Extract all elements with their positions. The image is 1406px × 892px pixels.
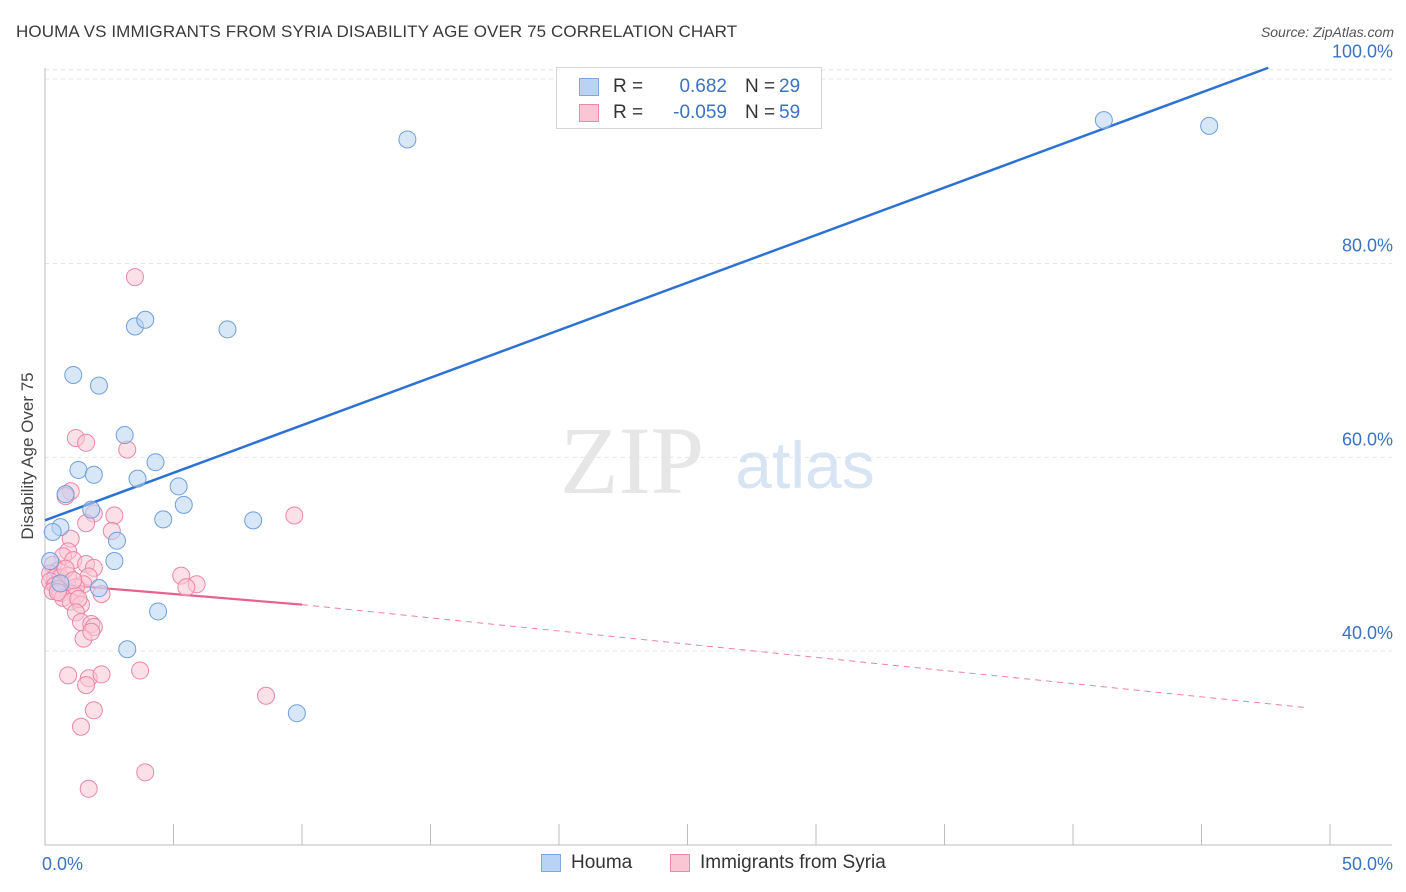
r-value: 0.682 xyxy=(679,76,727,97)
legend-item-houma: Houma xyxy=(541,852,632,874)
legend-swatch-pink xyxy=(579,104,599,122)
point-houma xyxy=(136,310,155,329)
x-tick-label-min: 0.0% xyxy=(42,854,83,874)
point-syria xyxy=(77,676,96,695)
point-houma xyxy=(398,130,417,149)
legend-swatch-syria xyxy=(670,854,690,872)
point-houma xyxy=(115,426,134,445)
point-houma xyxy=(89,376,108,395)
source-credit: Source: ZipAtlas.com xyxy=(1260,24,1394,40)
n-value: 59 xyxy=(779,102,801,123)
point-houma xyxy=(118,640,137,659)
point-houma xyxy=(41,552,60,571)
point-syria xyxy=(177,578,196,597)
point-houma xyxy=(56,485,75,504)
legend-swatch-houma xyxy=(541,854,561,872)
point-syria xyxy=(71,717,90,736)
legend-label-syria: Immigrants from Syria xyxy=(700,852,886,873)
point-syria xyxy=(82,622,101,641)
point-syria xyxy=(257,686,276,705)
r-label: R = xyxy=(613,102,644,123)
point-houma xyxy=(89,579,108,598)
point-houma xyxy=(84,465,103,484)
point-syria xyxy=(79,779,98,798)
point-houma xyxy=(154,510,173,529)
point-houma xyxy=(43,522,62,541)
legend-row-syria: R = -0.059 N = 59 xyxy=(579,100,800,126)
point-houma xyxy=(1094,111,1113,130)
point-houma xyxy=(82,500,101,519)
point-houma xyxy=(128,469,147,488)
series-legend: Houma Immigrants from Syria xyxy=(0,852,1406,878)
point-syria xyxy=(136,763,155,782)
point-houma xyxy=(149,602,168,621)
y-tick-label: 80.0% xyxy=(1342,236,1393,256)
point-houma xyxy=(69,460,88,479)
point-houma xyxy=(174,495,193,514)
trend-lines xyxy=(44,66,1305,708)
y-tick-label: 40.0% xyxy=(1342,623,1393,643)
point-houma xyxy=(1200,116,1219,135)
point-syria xyxy=(105,506,124,525)
point-syria xyxy=(92,665,111,684)
series-immigrants-from-syria xyxy=(41,268,304,798)
point-syria xyxy=(125,268,144,287)
point-houma xyxy=(105,552,124,571)
axis-ticks: 0.0% 50.0% xyxy=(42,824,1393,874)
legend-item-syria: Immigrants from Syria xyxy=(670,852,886,874)
legend-row-houma: R = 0.682 N = 29 xyxy=(579,74,800,100)
grid-lines: 40.0% 60.0% 80.0% 100.0% xyxy=(45,42,1393,652)
r-value: -0.059 xyxy=(673,102,727,123)
point-houma xyxy=(287,704,306,723)
point-syria xyxy=(59,666,78,685)
trend-line-syria-extension xyxy=(301,604,1305,708)
axes xyxy=(44,68,1392,846)
n-label: N = xyxy=(745,102,776,123)
n-value: 29 xyxy=(779,76,801,97)
correlation-legend: R = 0.682 N = 29 R = -0.059 N = 59 xyxy=(556,67,822,129)
y-tick-label: 100.0% xyxy=(1332,42,1393,62)
watermark-zip: ZIP xyxy=(560,407,704,514)
point-syria xyxy=(84,701,103,720)
watermark: ZIP atlas xyxy=(560,407,875,514)
point-houma xyxy=(64,365,83,384)
trend-line-houma xyxy=(44,66,1269,522)
point-syria xyxy=(77,433,96,452)
x-tick-label-max: 50.0% xyxy=(1342,854,1393,874)
point-houma xyxy=(218,320,237,339)
legend-swatch-blue xyxy=(579,78,599,96)
point-houma xyxy=(107,531,126,550)
n-label: N = xyxy=(745,76,776,97)
series-houma xyxy=(41,111,1219,723)
y-tick-label: 60.0% xyxy=(1342,429,1393,449)
point-houma xyxy=(51,574,70,593)
r-label: R = xyxy=(613,76,644,97)
point-houma xyxy=(146,453,165,472)
watermark-atlas: atlas xyxy=(735,428,874,502)
point-syria xyxy=(131,661,150,680)
point-houma xyxy=(169,477,188,496)
point-syria xyxy=(285,506,304,525)
point-houma xyxy=(244,511,263,530)
chart-title: HOUMA VS IMMIGRANTS FROM SYRIA DISABILIT… xyxy=(16,22,738,41)
legend-label-houma: Houma xyxy=(571,852,633,873)
